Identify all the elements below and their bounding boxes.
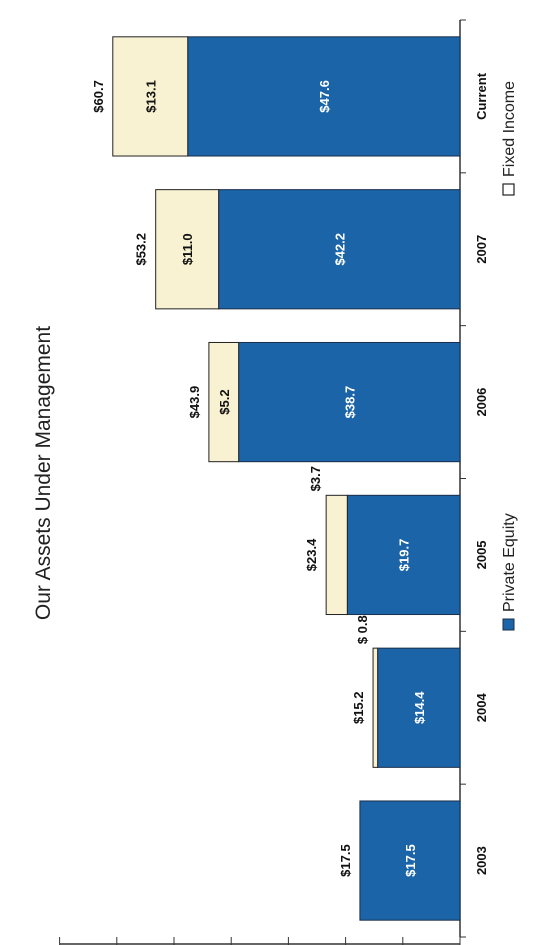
legend-swatch-fixed-income	[502, 183, 515, 196]
category-label: 2007	[474, 235, 489, 264]
bars	[112, 36, 461, 921]
segment-label-fixed-income: $11.0	[180, 233, 195, 265]
category-label: 2004	[474, 693, 489, 723]
segment-label-private-equity: $14.4	[412, 691, 427, 724]
bar-fixed-income	[208, 341, 240, 463]
axes	[59, 19, 466, 945]
category-label: 2006	[474, 388, 489, 417]
legend-swatch-private-equity	[502, 618, 515, 631]
segment-label-private-equity: $19.7	[397, 539, 412, 572]
bar-fixed-income	[325, 494, 348, 616]
labels: 2003 $17.5 $17.5 2004 $14.4 $ 0.8 $15.2 2005 $19…	[91, 72, 489, 877]
segment-label-private-equity: $42.2	[332, 233, 347, 266]
segment-label-private-equity: $38.7	[342, 386, 357, 419]
bar-fixed-income	[155, 189, 220, 310]
total-label: $23.4	[304, 538, 319, 571]
category-label: 2005	[474, 540, 489, 569]
total-label: $17.5	[338, 844, 353, 877]
segment-label-private-equity: $47.6	[317, 80, 332, 113]
legend: Private Equity Fixed Income	[501, 81, 518, 631]
bar-private-equity	[359, 800, 461, 921]
total-label: $15.2	[351, 691, 366, 724]
total-label: $53.2	[134, 233, 149, 266]
category-label: Current	[474, 72, 489, 120]
legend-label-private-equity: Private Equity	[501, 513, 518, 612]
bar-fixed-income	[372, 647, 379, 768]
legend-label-fixed-income: Fixed Income	[501, 81, 518, 177]
total-label: $60.7	[91, 80, 106, 113]
total-label: $43.9	[187, 386, 202, 419]
segment-label-fixed-income: $3.7	[308, 466, 323, 491]
segment-label-private-equity: $17.5	[403, 844, 418, 877]
chart-title: Our Assets Under Management	[32, 326, 55, 620]
segment-label-fixed-income: $13.1	[143, 80, 158, 113]
bar-fixed-income	[112, 36, 189, 157]
segment-label-fixed-income: $5.2	[217, 389, 232, 414]
segment-label-fixed-income: $ 0.8	[355, 615, 370, 644]
category-label: 2003	[474, 846, 489, 875]
